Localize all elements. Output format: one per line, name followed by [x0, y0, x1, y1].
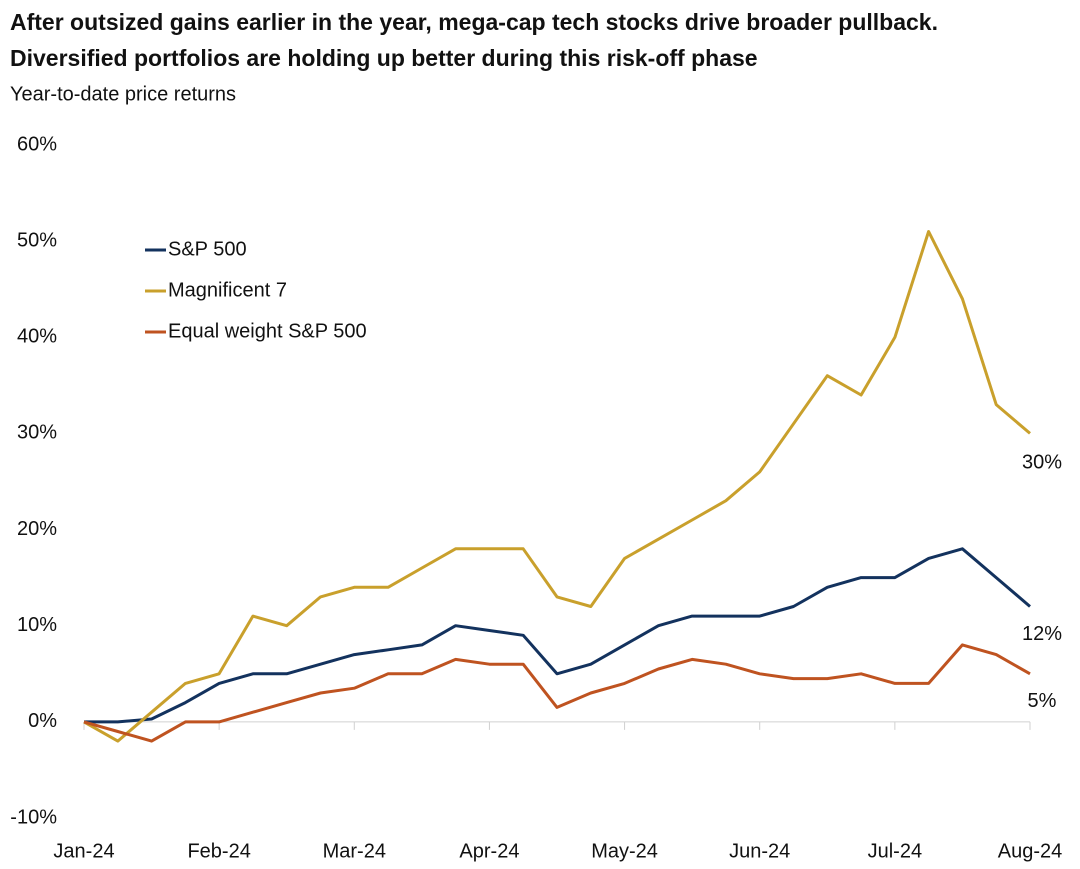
- x-tick-label: Jan-24: [53, 840, 114, 862]
- x-tick-label: Jul-24: [868, 840, 922, 862]
- chart-title-line: After outsized gains earlier in the year…: [10, 9, 938, 35]
- x-tick-label: May-24: [591, 840, 658, 862]
- y-tick-label: 0%: [28, 710, 57, 732]
- end-label: 30%: [1022, 452, 1062, 474]
- x-tick-label: Aug-24: [998, 840, 1063, 862]
- chart-subtitle: Year-to-date price returns: [10, 83, 236, 105]
- legend-label: S&P 500: [168, 238, 247, 260]
- x-tick-label: Mar-24: [323, 840, 386, 862]
- y-tick-label: 50%: [17, 229, 57, 251]
- end-label: 5%: [1028, 690, 1057, 712]
- legend-label: Magnificent 7: [168, 279, 287, 301]
- legend-label: Equal weight S&P 500: [168, 320, 367, 342]
- series-line: [84, 547, 1031, 724]
- series-line: [83, 230, 1031, 743]
- x-tick-label: Jun-24: [729, 840, 790, 862]
- y-tick-label: 30%: [17, 422, 57, 444]
- chart-title-line: Diversified portfolios are holding up be…: [10, 45, 758, 71]
- y-tick-label: 20%: [17, 518, 57, 540]
- y-tick-label: -10%: [10, 806, 57, 828]
- end-label: 12%: [1022, 623, 1062, 645]
- x-tick-label: Feb-24: [187, 840, 250, 862]
- x-tick-label: Apr-24: [459, 840, 519, 862]
- y-tick-label: 40%: [17, 326, 57, 348]
- series-line: [83, 643, 1031, 743]
- y-tick-label: 10%: [17, 614, 57, 636]
- y-tick-label: 60%: [17, 133, 57, 155]
